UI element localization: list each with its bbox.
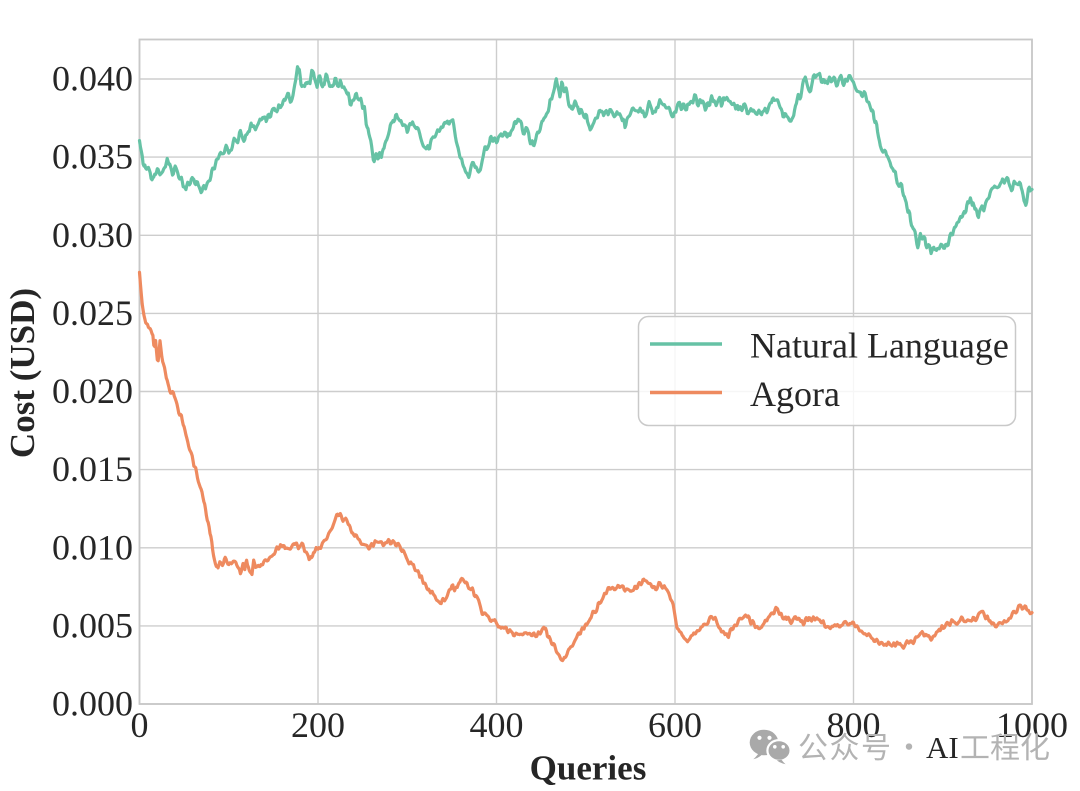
svg-text:1000: 1000: [996, 705, 1068, 745]
svg-text:800: 800: [827, 705, 881, 745]
svg-text:Agora: Agora: [750, 374, 840, 414]
svg-text:0.025: 0.025: [52, 293, 133, 333]
svg-text:0.005: 0.005: [52, 605, 133, 645]
svg-text:0.035: 0.035: [52, 137, 133, 177]
svg-text:0.000: 0.000: [52, 684, 133, 724]
svg-text:0.010: 0.010: [52, 527, 133, 567]
svg-text:Cost (USD): Cost (USD): [3, 288, 42, 458]
svg-text:0.040: 0.040: [52, 59, 133, 99]
svg-text:Queries: Queries: [530, 749, 647, 788]
svg-text:600: 600: [648, 705, 702, 745]
svg-text:400: 400: [470, 705, 524, 745]
svg-text:200: 200: [291, 705, 345, 745]
svg-text:0.015: 0.015: [52, 449, 133, 489]
svg-text:0.030: 0.030: [52, 215, 133, 255]
svg-text:0: 0: [131, 705, 149, 745]
svg-text:0.020: 0.020: [52, 371, 133, 411]
svg-text:Natural Language: Natural Language: [750, 326, 1009, 366]
svg-text:AI: AI: [926, 730, 959, 765]
